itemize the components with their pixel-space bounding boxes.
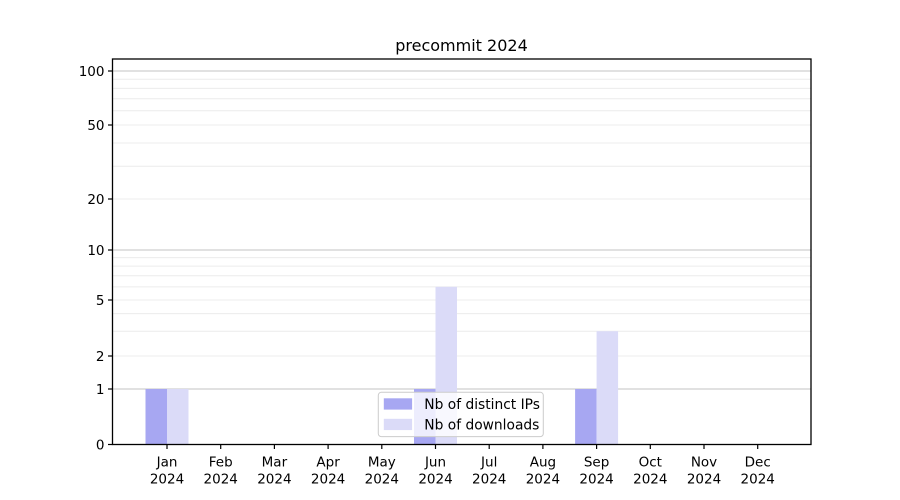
y-tick-label: 20 bbox=[87, 192, 104, 208]
plot-border bbox=[111, 58, 812, 446]
x-tick-label-year: 2024 bbox=[418, 472, 452, 488]
y-tick-label: 50 bbox=[87, 118, 104, 134]
legend-swatch-downloads bbox=[383, 418, 413, 431]
legend-box bbox=[377, 391, 544, 438]
bar-ips-sep bbox=[575, 389, 597, 445]
y-tick-label: 1 bbox=[96, 382, 105, 398]
x-tick-label-month: Jul bbox=[480, 455, 497, 471]
x-tick-label-month: May bbox=[368, 455, 396, 471]
x-tick-label-month: Aug bbox=[530, 455, 556, 471]
x-tick-label-month: Oct bbox=[639, 455, 662, 471]
x-tick-label-month: Jun bbox=[424, 455, 446, 471]
x-tick-label-year: 2024 bbox=[257, 472, 291, 488]
x-tick-label-month: Nov bbox=[691, 455, 717, 471]
x-tick-label-year: 2024 bbox=[150, 472, 184, 488]
x-tick-label-month: Apr bbox=[316, 455, 340, 471]
x-tick-label-year: 2024 bbox=[687, 472, 721, 488]
x-tick-label-year: 2024 bbox=[472, 472, 506, 488]
y-tick-label: 0 bbox=[96, 437, 105, 453]
x-tick-label-year: 2024 bbox=[579, 472, 613, 488]
legend-label-downloads: Nb of downloads bbox=[424, 417, 539, 433]
y-tick-label: 5 bbox=[96, 293, 105, 309]
y-tick-label: 2 bbox=[96, 349, 105, 365]
x-tick-label-year: 2024 bbox=[311, 472, 345, 488]
bar-ips-jan bbox=[145, 389, 167, 445]
y-tick-label: 10 bbox=[87, 243, 104, 259]
x-tick-label-year: 2024 bbox=[526, 472, 560, 488]
bar-downloads-jan bbox=[167, 389, 189, 445]
x-tick-label-month: Jan bbox=[156, 455, 178, 471]
legend-label-ips: Nb of distinct IPs bbox=[424, 397, 540, 413]
x-tick-label-year: 2024 bbox=[633, 472, 667, 488]
x-tick-label-month: Mar bbox=[262, 455, 288, 471]
x-tick-label-year: 2024 bbox=[741, 472, 775, 488]
x-tick-label-month: Sep bbox=[584, 455, 609, 471]
bar-downloads-sep bbox=[596, 331, 619, 445]
x-tick-label-month: Dec bbox=[745, 455, 771, 471]
chart-title: precommit 2024 bbox=[395, 36, 528, 55]
x-tick-label-year: 2024 bbox=[365, 472, 399, 488]
x-tick-label-year: 2024 bbox=[204, 472, 238, 488]
legend-swatch-ips bbox=[383, 398, 413, 410]
y-tick-label: 100 bbox=[79, 64, 105, 80]
x-tick-label-month: Feb bbox=[209, 455, 233, 471]
